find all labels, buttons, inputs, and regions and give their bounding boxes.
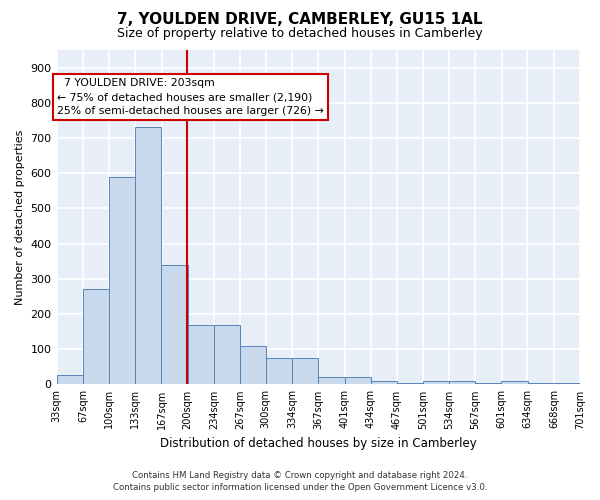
Bar [475,382,502,384]
Bar [161,264,188,384]
Bar [214,324,240,384]
Bar [554,382,580,384]
Bar [292,358,319,384]
Bar [449,381,475,384]
Bar [371,381,397,384]
Bar [527,382,554,384]
Bar [397,382,423,384]
Text: 7, YOULDEN DRIVE, CAMBERLEY, GU15 1AL: 7, YOULDEN DRIVE, CAMBERLEY, GU15 1AL [117,12,483,28]
Bar [109,176,135,384]
Bar [83,290,109,384]
Bar [188,324,214,384]
Text: 7 YOULDEN DRIVE: 203sqm
← 75% of detached houses are smaller (2,190)
25% of semi: 7 YOULDEN DRIVE: 203sqm ← 75% of detache… [58,78,324,116]
Text: Contains HM Land Registry data © Crown copyright and database right 2024.
Contai: Contains HM Land Registry data © Crown c… [113,471,487,492]
Y-axis label: Number of detached properties: Number of detached properties [15,130,25,305]
Bar [319,378,345,384]
X-axis label: Distribution of detached houses by size in Camberley: Distribution of detached houses by size … [160,437,476,450]
Bar [345,378,371,384]
Bar [423,381,449,384]
Bar [266,358,292,384]
Bar [240,346,266,385]
Bar [502,381,527,384]
Text: Size of property relative to detached houses in Camberley: Size of property relative to detached ho… [117,28,483,40]
Bar [135,128,161,384]
Bar [57,375,83,384]
